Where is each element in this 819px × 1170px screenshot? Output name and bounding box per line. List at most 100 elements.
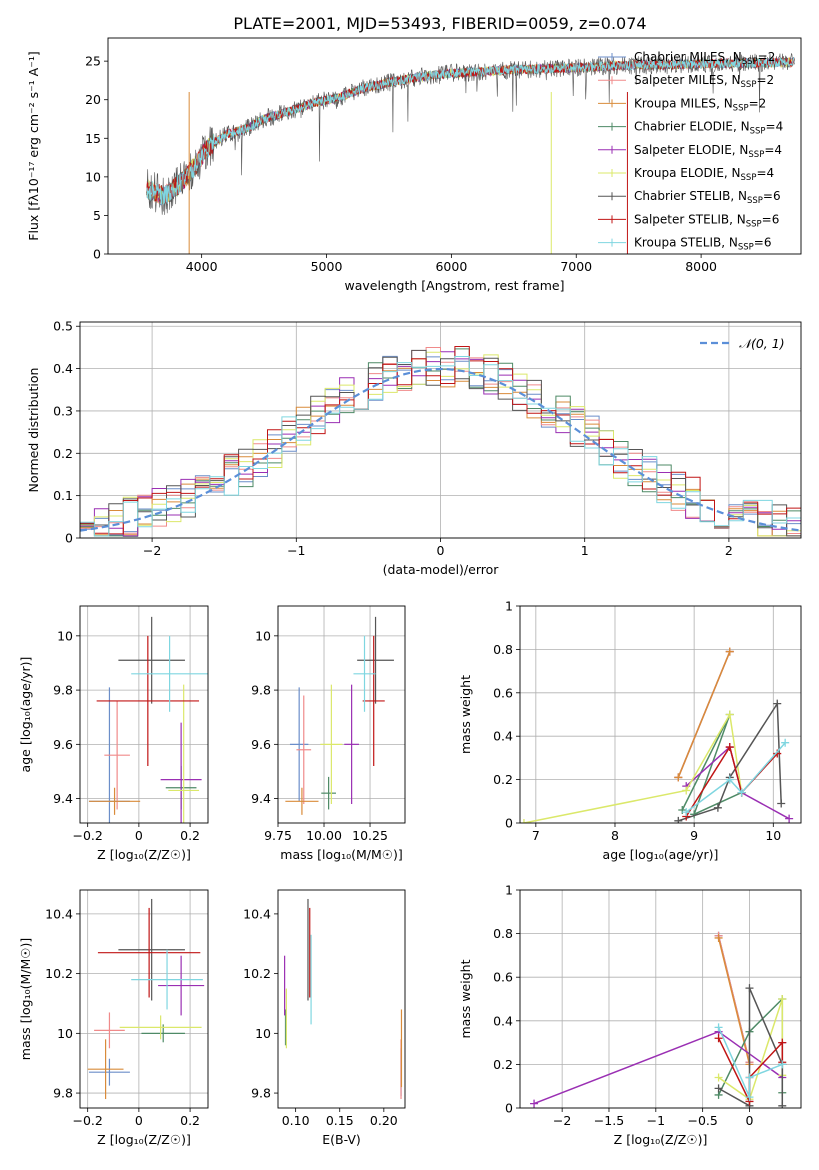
- x-tick-label: −1: [287, 543, 305, 558]
- legend-nssp-eq: =: [763, 189, 773, 203]
- legend-series-name: Salpeter MILES: [634, 73, 724, 87]
- legend-series-name: Kroupa ELODIE: [634, 166, 724, 180]
- x-axis-label: mass [log₁₀(M/M☉)]: [280, 847, 402, 862]
- x-tick-label: −0.5: [687, 1113, 717, 1128]
- legend-nssp-value: 2: [767, 73, 775, 87]
- weight-point: [714, 933, 723, 942]
- y-tick-label: 9.8: [53, 1086, 73, 1101]
- histogram-step: [80, 346, 801, 535]
- legend-nssp-value: 4: [774, 143, 782, 157]
- legend-nssp-subscript: SSP: [746, 219, 762, 229]
- weight-point: [530, 1099, 539, 1108]
- legend-label: Salpeter ELODIE, NSSP=4: [634, 143, 782, 160]
- legend-nssp-prefix: , N: [725, 50, 742, 64]
- legend-label: Salpeter MILES, NSSP=2: [634, 73, 774, 90]
- legend-series-name: Salpeter STELIB: [634, 212, 729, 226]
- y-tick-label: 10: [255, 1026, 271, 1041]
- legend-nssp-prefix: , N: [724, 166, 741, 180]
- y-tick-label: 10: [57, 1026, 73, 1041]
- x-tick-label: −0.2: [73, 1113, 103, 1128]
- weight-point: [725, 743, 734, 752]
- age-vs-mass-panel: 9.75 10.00 10.25 9.4 9.6 9.8 10 mass [log₁₀(M/M…: [251, 605, 406, 862]
- y-tick-label: 9.8: [53, 683, 73, 698]
- legend-nssp-eq: =: [756, 73, 766, 87]
- axes-frame: [277, 605, 406, 824]
- y-tick-label: 20: [85, 92, 101, 107]
- legend-series-name: Chabrier MILES: [634, 50, 725, 64]
- weight-point: [725, 647, 734, 656]
- mass-vs-z-panel: −0.2 0 0.2 9.8 10 10.2 10.4 Z [log₁₀(Z/Z☉)] mass…: [18, 889, 209, 1147]
- legend-series-name: Kroupa MILES: [634, 96, 716, 110]
- weight-line: [681, 714, 742, 816]
- legend-nssp-subscript: SSP: [741, 173, 757, 183]
- y-tick-label: 9.4: [53, 791, 73, 806]
- y-tick-label: 0.3: [53, 403, 73, 418]
- legend-series-name: Kroupa STELIB: [634, 236, 721, 250]
- legend-label: Chabrier STELIB, NSSP=6: [634, 189, 781, 206]
- legend-nssp-value: 4: [767, 166, 775, 180]
- legend-nssp-subscript: SSP: [742, 57, 758, 67]
- legend-nssp-subscript: SSP: [748, 150, 764, 160]
- x-tick-label: 0.2: [180, 828, 200, 843]
- y-tick-label: 0.8: [493, 642, 513, 657]
- y-tick-label: 0.4: [53, 361, 73, 376]
- y-tick-label: 0.2: [493, 1057, 513, 1072]
- x-axis-label: E(B-V): [322, 1132, 361, 1147]
- legend-nssp-prefix: , N: [716, 96, 733, 110]
- weight-vs-age-panel: 7 8 9 10 0 0.2 0.4 0.6 0.8 1 age [log₁₀(age/yr)] ma…: [458, 599, 802, 862]
- legend-nssp-prefix: , N: [721, 236, 738, 250]
- legend-nssp-eq: =: [756, 166, 766, 180]
- x-tick-label: 7000: [560, 259, 592, 274]
- weight-point: [778, 1101, 787, 1108]
- x-tick-label: 2: [725, 543, 733, 558]
- y-tick-label: 9.6: [53, 737, 73, 752]
- legend-nssp-prefix: , N: [729, 212, 746, 226]
- axes-frame: [107, 37, 802, 255]
- y-tick-label: 0.2: [53, 446, 73, 461]
- y-tick-label: 10: [57, 628, 73, 643]
- plot-area: [88, 616, 208, 823]
- x-tick-label: −2: [553, 1113, 571, 1128]
- histogram-step: [80, 349, 801, 537]
- x-tick-label: 0: [135, 828, 143, 843]
- axes-frame: [277, 889, 406, 1109]
- weight-vs-z-panel: −2 −1.5 −1 −0.5 0 0 0.2 0.4 0.6 0.8 1 Z [log₁₀(Z/Z☉…: [458, 883, 802, 1147]
- x-tick-label: −1: [647, 1113, 665, 1128]
- y-tick-label: 9.6: [251, 737, 271, 752]
- legend-nssp-prefix: , N: [733, 120, 750, 134]
- y-tick-label: 0.6: [493, 685, 513, 700]
- legend-nssp-subscript: SSP: [747, 196, 763, 206]
- y-tick-label: 1: [505, 599, 513, 614]
- y-tick-label: 10.2: [243, 966, 271, 981]
- weight-point: [745, 984, 754, 993]
- age-vs-z-panel: −0.2 0 0.2 9.4 9.6 9.8 10 Z [log₁₀(Z/Z☉)] age [l…: [18, 605, 209, 862]
- x-tick-label: 1: [581, 543, 589, 558]
- weight-point: [778, 1038, 787, 1047]
- x-tick-label: 0.15: [326, 1113, 354, 1128]
- x-tick-label: 0.20: [370, 1113, 398, 1128]
- plot-area: [80, 346, 801, 537]
- y-axis-label: Normed distribution: [26, 368, 41, 493]
- axes-frame: [79, 321, 802, 539]
- y-tick-label: 0.1: [53, 488, 73, 503]
- y-tick-label: 0.5: [53, 319, 73, 334]
- legend-nssp-eq: =: [766, 120, 776, 134]
- weight-point: [773, 699, 782, 708]
- legend-nssp-prefix: , N: [730, 189, 747, 203]
- gaussian-curve: [80, 367, 801, 532]
- x-axis-label: (data-model)/error: [383, 562, 500, 577]
- y-tick-label: 10: [85, 169, 101, 184]
- weight-line: [718, 987, 784, 1108]
- x-tick-label: 4000: [186, 259, 218, 274]
- x-tick-label: 10.25: [352, 828, 388, 843]
- y-tick-label: 0: [505, 1101, 513, 1116]
- y-axis-label: mass weight: [458, 675, 473, 754]
- weight-point: [777, 799, 786, 808]
- legend-series-name: Chabrier ELODIE: [634, 120, 733, 134]
- weight-line: [717, 937, 751, 1065]
- x-tick-label: 0: [746, 1113, 754, 1128]
- x-tick-label: 0: [135, 1113, 143, 1128]
- x-axis-label: age [log₁₀(age/yr)]: [603, 847, 719, 862]
- weight-line: [717, 997, 784, 1096]
